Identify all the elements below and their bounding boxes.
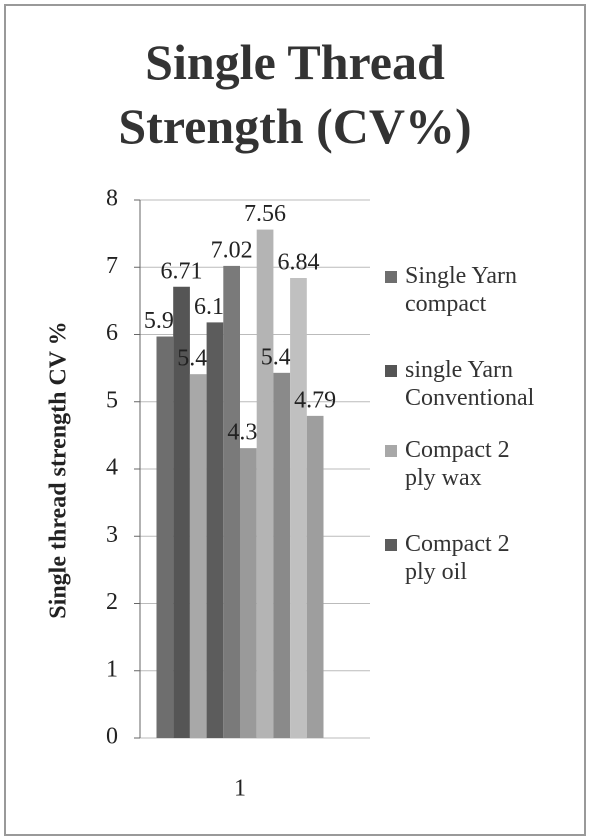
bar <box>306 415 324 738</box>
bar <box>273 372 291 738</box>
bar <box>223 265 240 738</box>
bar <box>256 229 274 738</box>
y-tick-label: 7 <box>106 253 118 279</box>
data-label: 6.84 <box>277 250 319 276</box>
bar <box>206 322 224 738</box>
legend-label: Single Yarn compact <box>405 263 518 317</box>
legend-label: single Yarn Conventional <box>405 357 535 411</box>
x-tick-label: 1 <box>234 776 246 802</box>
y-tick-label: 1 <box>106 656 118 682</box>
data-label: 7.02 <box>211 237 253 263</box>
bar <box>240 448 257 738</box>
legend: Single Yarn compact single Yarn Conventio… <box>385 262 545 624</box>
y-tick-label: 6 <box>106 320 118 346</box>
y-tick-label: 2 <box>106 589 118 615</box>
y-tick-label: 3 <box>106 522 118 548</box>
legend-swatch <box>385 445 397 457</box>
y-tick-label: 4 <box>106 455 118 481</box>
bar <box>156 336 174 738</box>
data-label: 6.71 <box>161 258 203 284</box>
legend-swatch <box>385 271 397 283</box>
legend-swatch <box>385 539 397 551</box>
bar <box>290 278 307 738</box>
legend-entry: Compact 2 ply oil <box>385 530 545 586</box>
data-label: 4.79 <box>294 387 336 413</box>
legend-label: Compact 2 ply oil <box>405 531 510 585</box>
legend-entry: Compact 2 ply wax <box>385 436 545 492</box>
legend-entry: single Yarn Conventional <box>385 356 545 412</box>
chart-title: Single Thread Strength (CV%) <box>118 34 472 154</box>
bar <box>189 374 207 738</box>
legend-label: Compact 2 ply wax <box>405 437 510 491</box>
y-tick-label: 5 <box>106 387 118 413</box>
bar <box>173 286 190 738</box>
y-tick-label: 0 <box>106 724 118 750</box>
data-label: 7.56 <box>244 201 286 227</box>
legend-swatch <box>385 365 397 377</box>
chart-frame <box>4 4 586 836</box>
y-axis-label: Single thread strength CV % <box>46 321 72 618</box>
y-tick-label: 8 <box>106 186 118 212</box>
legend-entry: Single Yarn compact <box>385 262 545 318</box>
